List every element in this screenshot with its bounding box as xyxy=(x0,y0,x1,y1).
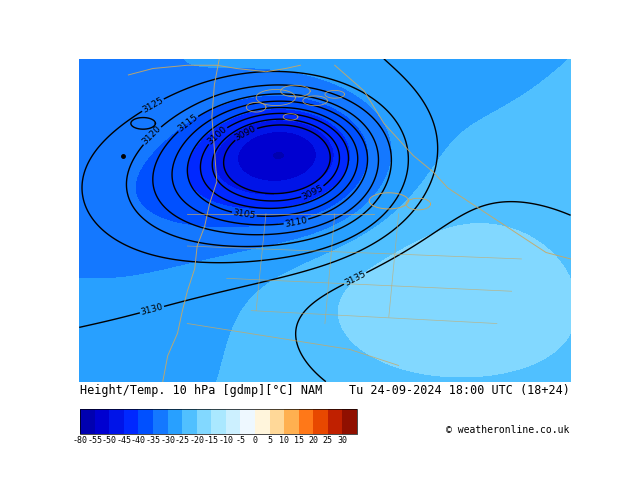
Text: 30: 30 xyxy=(337,436,347,444)
Bar xyxy=(167,409,182,434)
Text: 3120: 3120 xyxy=(141,124,163,147)
Text: 5: 5 xyxy=(267,436,272,444)
Text: 10: 10 xyxy=(279,436,289,444)
Bar xyxy=(328,409,342,434)
Text: -20: -20 xyxy=(189,436,204,444)
Bar xyxy=(95,409,109,434)
Text: -5: -5 xyxy=(235,436,245,444)
Text: 3100: 3100 xyxy=(205,124,229,146)
Bar xyxy=(240,409,255,434)
Text: 3090: 3090 xyxy=(233,124,258,143)
Bar xyxy=(284,409,299,434)
Text: -55: -55 xyxy=(87,436,102,444)
Text: Height/Temp. 10 hPa [gdmp][°C] NAM: Height/Temp. 10 hPa [gdmp][°C] NAM xyxy=(81,384,323,397)
Text: -25: -25 xyxy=(174,436,190,444)
Text: -15: -15 xyxy=(204,436,219,444)
Text: 25: 25 xyxy=(323,436,333,444)
Text: -80: -80 xyxy=(73,436,87,444)
Text: 3130: 3130 xyxy=(139,302,164,317)
Bar xyxy=(197,409,211,434)
Bar xyxy=(81,409,95,434)
Bar xyxy=(269,409,284,434)
Text: 3110: 3110 xyxy=(284,215,308,228)
Text: © weatheronline.co.uk: © weatheronline.co.uk xyxy=(446,425,569,435)
Bar xyxy=(313,409,328,434)
Text: -50: -50 xyxy=(102,436,117,444)
Text: 3125: 3125 xyxy=(141,96,165,115)
Bar xyxy=(81,409,357,434)
Bar xyxy=(211,409,226,434)
Bar xyxy=(226,409,240,434)
Bar xyxy=(109,409,124,434)
Text: 3135: 3135 xyxy=(343,269,367,288)
Bar xyxy=(124,409,138,434)
Bar xyxy=(153,409,167,434)
Text: 15: 15 xyxy=(294,436,304,444)
Text: -10: -10 xyxy=(218,436,233,444)
Text: -40: -40 xyxy=(131,436,146,444)
Text: -45: -45 xyxy=(117,436,131,444)
Bar xyxy=(138,409,153,434)
Bar xyxy=(299,409,313,434)
Text: -30: -30 xyxy=(160,436,175,444)
Text: 3095: 3095 xyxy=(301,183,325,201)
Bar xyxy=(255,409,269,434)
Text: -35: -35 xyxy=(146,436,160,444)
Bar xyxy=(182,409,197,434)
Text: 0: 0 xyxy=(252,436,257,444)
Text: 3115: 3115 xyxy=(176,113,200,134)
Text: Tu 24-09-2024 18:00 UTC (18+24): Tu 24-09-2024 18:00 UTC (18+24) xyxy=(349,384,569,397)
Bar xyxy=(342,409,357,434)
Text: 3105: 3105 xyxy=(232,208,256,221)
Text: 20: 20 xyxy=(308,436,318,444)
